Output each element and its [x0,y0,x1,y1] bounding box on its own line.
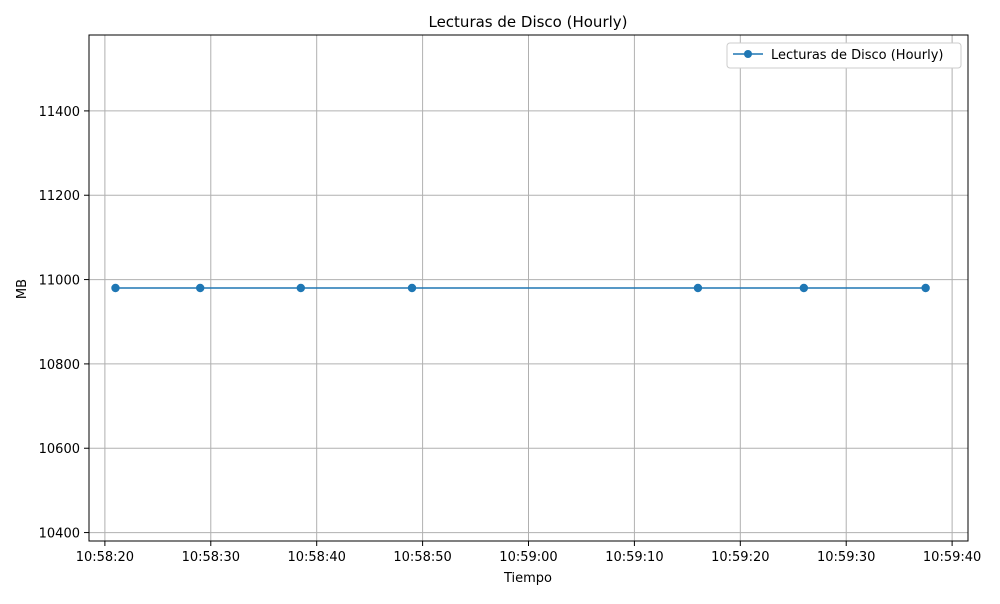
y-tick-label: 10600 [39,442,80,457]
x-tick-label: 10:59:40 [923,550,981,565]
chart-title: Lecturas de Disco (Hourly) [428,13,627,31]
y-tick-label: 11000 [39,274,80,289]
y-tick-label: 10400 [39,527,80,542]
y-tick-label: 11400 [39,105,80,120]
x-tick-label: 10:59:20 [711,550,769,565]
legend: Lecturas de Disco (Hourly) [726,42,962,69]
legend-marker-swatch [744,50,752,58]
x-tick-label: 10:58:30 [182,550,240,565]
x-axis-title: Tiempo [503,571,552,586]
data-point [195,283,205,293]
series-layer [111,283,930,293]
x-tick-label: 10:59:00 [499,550,557,565]
y-axis-title: MB [15,279,30,299]
data-point [296,283,306,293]
x-tick-label: 10:58:50 [393,550,451,565]
y-axis: 10400 10600 10800 11000 11200 11400 [39,105,89,542]
legend-box [726,42,962,69]
x-tick-label: 10:58:20 [76,550,134,565]
data-point [693,283,703,293]
legend-label: Lecturas de Disco (Hourly) [771,48,944,63]
y-tick-label: 10800 [39,358,80,373]
x-tick-label: 10:58:40 [287,550,345,565]
y-tick-label: 11200 [39,189,80,204]
x-tick-label: 10:59:10 [605,550,663,565]
x-axis: 10:58:20 10:58:30 10:58:40 10:58:50 10:59:00… [76,541,981,565]
data-point [111,283,120,293]
data-point [799,283,809,293]
x-tick-label: 10:59:30 [817,550,875,565]
data-point [921,283,930,293]
data-point [407,283,417,293]
